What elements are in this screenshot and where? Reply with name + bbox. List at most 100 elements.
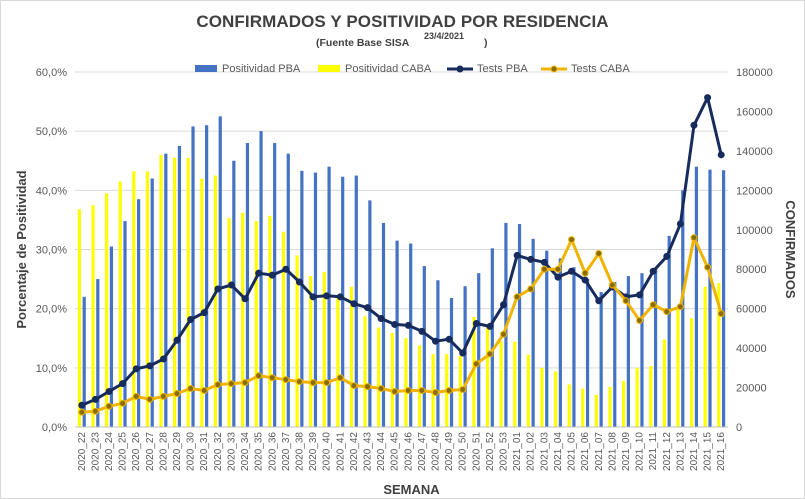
bar-positividad-pba (273, 143, 277, 427)
category-label: 2020_35 (254, 432, 265, 471)
point-tests-caba (173, 389, 181, 397)
bar-positividad-caba (689, 318, 694, 427)
bar-positividad-pba (517, 224, 522, 427)
left-tick-label: 10,0% (36, 363, 67, 375)
point-tests-caba (363, 383, 371, 391)
point-tests-caba (540, 265, 548, 273)
point-tests-caba (159, 392, 167, 400)
bar-positividad-caba (200, 178, 204, 427)
bar-positividad-caba (513, 341, 517, 427)
bar-positividad-caba (363, 316, 367, 427)
bar-positividad-pba (585, 279, 590, 427)
legend-swatch (318, 65, 340, 72)
bar-positividad-caba (676, 307, 680, 427)
legend-label: Tests CABA (571, 63, 630, 75)
point-tests-caba (255, 372, 263, 380)
right-tick-label: 60000 (736, 304, 767, 316)
point-tests-pba (649, 267, 657, 275)
bar-positividad-pba (640, 273, 644, 427)
category-label: 2021_03 (539, 432, 550, 471)
bar-positividad-caba (703, 286, 707, 427)
point-tests-pba (513, 251, 521, 259)
point-tests-pba (214, 285, 222, 293)
bar-positividad-caba (499, 341, 503, 427)
bar-positividad-caba (526, 354, 530, 427)
point-tests-pba (146, 362, 154, 370)
point-tests-pba (391, 320, 399, 328)
legend-marker (456, 65, 464, 73)
bar-positividad-pba (286, 153, 290, 427)
point-tests-pba (350, 300, 358, 308)
point-tests-caba (649, 301, 657, 309)
bar-positividad-caba (717, 283, 721, 427)
point-tests-caba (241, 379, 249, 387)
bar-positividad-pba (708, 169, 712, 427)
point-tests-pba (663, 252, 671, 260)
point-tests-caba (282, 376, 290, 384)
left-tick-label: 40,0% (36, 185, 67, 197)
point-tests-pba (717, 151, 725, 159)
legend-label: Positividad PBA (222, 63, 301, 75)
point-tests-pba (636, 291, 644, 299)
point-tests-pba (91, 395, 99, 403)
category-label: 2021_12 (662, 432, 673, 471)
point-tests-caba (187, 385, 195, 393)
point-tests-pba (568, 267, 576, 275)
category-label: 2020_44 (376, 432, 387, 471)
bar-positividad-caba (553, 371, 558, 427)
point-tests-pba (676, 220, 684, 228)
point-tests-caba (119, 399, 127, 407)
bar-positividad-pba (721, 170, 726, 427)
point-tests-caba (350, 382, 358, 390)
bar-positividad-caba (91, 205, 95, 427)
category-label: 2021_16 (716, 432, 727, 471)
point-tests-caba (418, 387, 426, 395)
point-tests-caba (268, 374, 276, 382)
bar-positividad-caba (567, 384, 571, 427)
bar-positividad-caba (159, 154, 163, 428)
point-tests-pba (472, 319, 480, 327)
y-axis-title-left: Porcentaje de Positividad (14, 170, 29, 328)
point-tests-pba (187, 316, 195, 324)
point-tests-pba (105, 388, 113, 395)
point-tests-caba (295, 378, 303, 386)
bar-positividad-caba (186, 157, 190, 427)
category-label: 2020_45 (390, 432, 401, 471)
right-tick-label: 40000 (736, 343, 767, 355)
point-tests-caba (459, 386, 467, 394)
bar-positividad-caba (77, 209, 82, 427)
bar-positividad-caba (404, 338, 408, 427)
chart-title: CONFIRMADOS Y POSITIVIDAD POR RESIDENCIA (196, 12, 609, 31)
bar-positividad-pba (245, 143, 250, 427)
point-tests-pba (132, 365, 140, 373)
bar-positividad-pba (531, 238, 535, 427)
bar-positividad-caba (417, 345, 422, 427)
bar-positividad-caba (309, 276, 313, 427)
category-label: 2020_48 (431, 432, 442, 471)
right-tick-label: 140000 (736, 146, 773, 158)
point-tests-pba (554, 273, 562, 281)
point-tests-caba (676, 303, 684, 311)
bar-positividad-pba (422, 266, 426, 427)
bar-positividad-pba (137, 199, 141, 427)
bar-positividad-pba (109, 246, 114, 427)
bar-positividad-pba (96, 279, 100, 427)
bar-positividad-pba (449, 298, 454, 427)
category-label: 2020_51 (471, 432, 482, 471)
category-label: 2021_13 (675, 432, 686, 471)
point-tests-pba (282, 265, 290, 273)
bar-positividad-pba (232, 160, 236, 427)
chart-subtitle-date: 23/4/2021 (424, 31, 465, 41)
point-tests-caba (636, 317, 644, 324)
point-tests-caba (663, 308, 671, 316)
category-label: 2021_10 (635, 432, 646, 471)
point-tests-caba (323, 379, 331, 387)
point-tests-pba (336, 293, 344, 301)
point-tests-caba (500, 330, 508, 338)
point-tests-caba (527, 285, 535, 293)
category-label: 2020_42 (349, 432, 360, 471)
bar-positividad-pba (341, 176, 345, 427)
category-label: 2020_40 (322, 432, 333, 471)
bar-positividad-pba (368, 200, 372, 427)
point-tests-pba (459, 349, 467, 357)
